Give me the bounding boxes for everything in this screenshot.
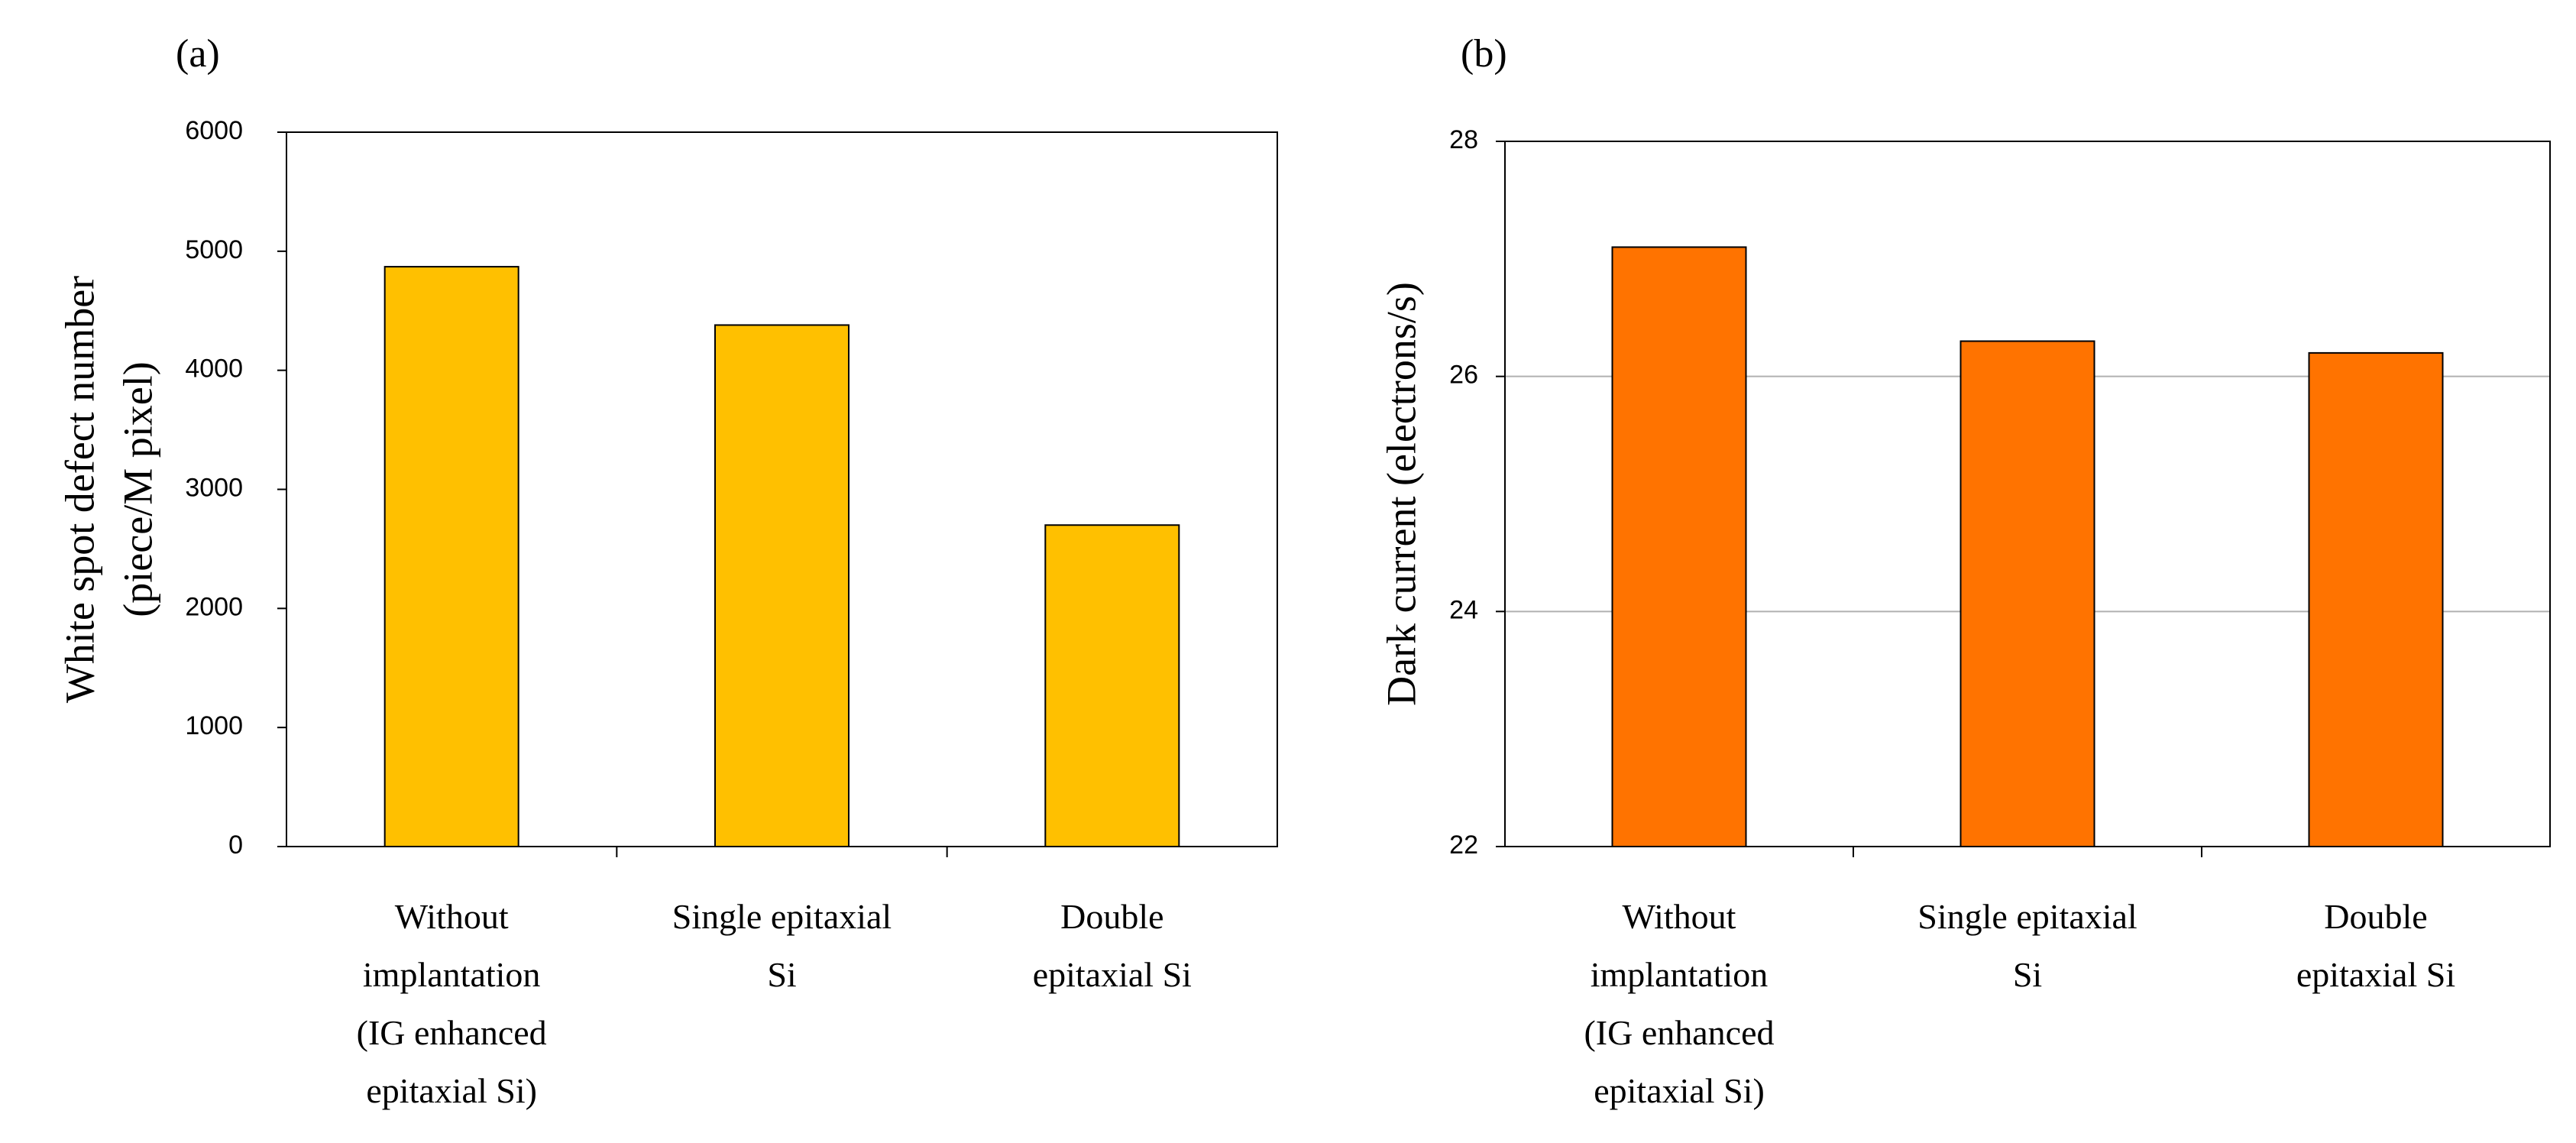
y-tick-label: 22	[1449, 831, 1478, 860]
category-label: epitaxial Si	[1033, 955, 1192, 994]
chart-panel-b: (b) 22 24 26 28 Dark current (electrons/s) Wit…	[1378, 32, 2551, 1110]
category-label: (IG enhanced	[357, 1013, 547, 1052]
bar	[1044, 524, 1180, 847]
y-tick-label: 1000	[185, 711, 243, 740]
category-label: implantation	[363, 955, 541, 994]
y-tick-label: 24	[1449, 595, 1478, 624]
category-label: epitaxial Si)	[1594, 1071, 1765, 1110]
y-tick-label: 5000	[185, 235, 243, 264]
bar	[1960, 340, 2095, 847]
category-label: Si	[767, 955, 796, 994]
category-label: Si	[2013, 955, 2042, 994]
category-label: Double	[2324, 897, 2427, 936]
y-axis-label: White spot defect number	[57, 276, 102, 703]
y-tick-label: 3000	[185, 473, 243, 502]
category-label: Single epitaxial	[672, 897, 892, 936]
y-tick-label: 2000	[185, 592, 243, 621]
category-label: Without	[395, 897, 509, 936]
y-tick-label: 0	[228, 831, 243, 860]
category-label: epitaxial Si)	[366, 1071, 537, 1110]
category-label: (IG enhanced	[1584, 1013, 1774, 1052]
y-tick-label: 28	[1449, 125, 1478, 154]
bar	[2308, 351, 2444, 847]
category-label: Double	[1060, 897, 1163, 936]
chart-panel-a: (a) 0 1000 2000 3000 4000 5000 6000 White spot d…	[57, 32, 1278, 1110]
y-axis-label: Dark current (electrons/s)	[1378, 282, 1424, 706]
category-label: Without	[1623, 897, 1736, 936]
bar	[1611, 246, 1747, 847]
y-tick-label: 4000	[185, 355, 243, 384]
y-tick-label: 26	[1449, 361, 1478, 390]
panel-label: (b)	[1461, 32, 1507, 76]
category-label: implantation	[1591, 955, 1769, 994]
plot-frame	[1504, 141, 2551, 847]
y-axis-label: (piece/M pixel)	[115, 361, 160, 617]
y-tick-label: 6000	[185, 116, 243, 145]
category-label: Single epitaxial	[1917, 897, 2137, 936]
bar	[714, 324, 849, 847]
category-label: epitaxial Si	[2296, 955, 2455, 994]
bar	[383, 266, 519, 847]
panel-label: (a)	[176, 32, 220, 76]
